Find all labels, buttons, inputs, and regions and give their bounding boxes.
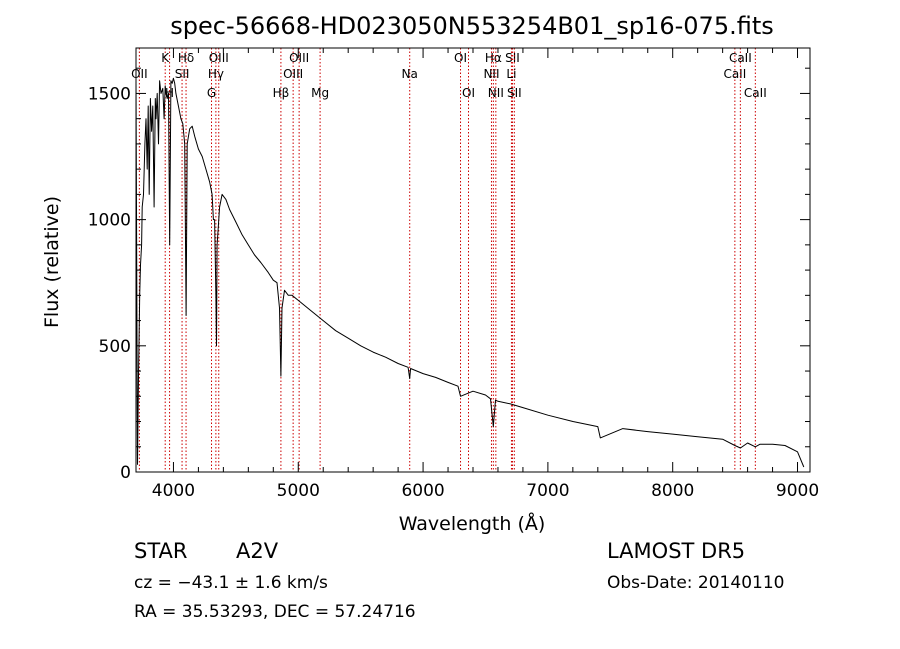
object-class: STAR [134,539,188,563]
line-label-12: OIII [289,51,309,65]
x-tick-label-9000: 9000 [776,481,819,501]
line-label-21: CaII [723,67,746,81]
y-tick-label-500: 500 [99,337,131,357]
line-label-22: CaII [729,51,752,65]
y-tick-label-1500: 1500 [88,84,131,104]
line-label-18: SII [505,51,520,65]
chart-title: spec-56668-HD023050N553254B01_sp16-075.f… [170,12,774,40]
line-label-5: H [165,86,174,100]
line-label-0: Hδ [178,51,194,65]
plot-frame [135,47,811,473]
ra-dec-coordinates: RA = 35.53293, DEC = 57.24716 [134,602,416,622]
line-label-19: SII [507,86,522,100]
redshift-cz: cz = −43.1 ± 1.6 km/s [134,573,328,593]
line-label-20: Li [506,67,516,81]
line-label-3: Hγ [208,67,224,81]
y-tick-label-0: 0 [120,463,131,483]
x-tick-label-4000: 4000 [152,481,195,501]
spectrum-chart: spec-56668-HD023050N553254B01_sp16-075.f… [41,12,819,535]
line-label-15: NII [483,67,499,81]
observation-date: Obs-Date: 20140110 [607,573,785,593]
line-label-8: Na [402,67,418,81]
y-axis-label: Flux (relative) [41,196,63,328]
line-label-17: SII [175,67,190,81]
line-label-6: G [207,86,216,100]
line-label-13: OI [454,51,467,65]
x-axis-label: Wavelength (Å) [399,512,546,535]
spectrum-series [135,77,805,468]
y-tick-label-1000: 1000 [88,211,131,231]
x-tick-label-5000: 5000 [277,481,320,501]
line-label-4: K [161,51,170,65]
line-label-10: OIII [209,51,229,65]
line-label-7: Mg [311,86,329,100]
spectral-line-markers: Hδ Hα Hβ Hγ K H G Mg Na OII OIII OIII OIII OI OI NII NII… [131,48,767,472]
line-label-9: OII [131,67,148,81]
x-tick-label-8000: 8000 [651,481,694,501]
x-tick-label-6000: 6000 [401,481,444,501]
line-label-11: OIII [283,67,303,81]
line-label-1: Hα [485,51,502,65]
line-label-16: NII [488,86,504,100]
line-label-23: CaII [744,86,767,100]
x-tick-label-7000: 7000 [526,481,569,501]
survey-release: LAMOST DR5 [607,539,746,563]
axis-ticks: 4000 5000 6000 7000 8000 9000 0 500 1000 1500 [88,48,819,501]
line-label-14: OI [462,86,475,100]
object-subclass: A2V [236,539,279,563]
spectrum-line [135,77,805,468]
line-label-2: Hβ [273,86,290,100]
